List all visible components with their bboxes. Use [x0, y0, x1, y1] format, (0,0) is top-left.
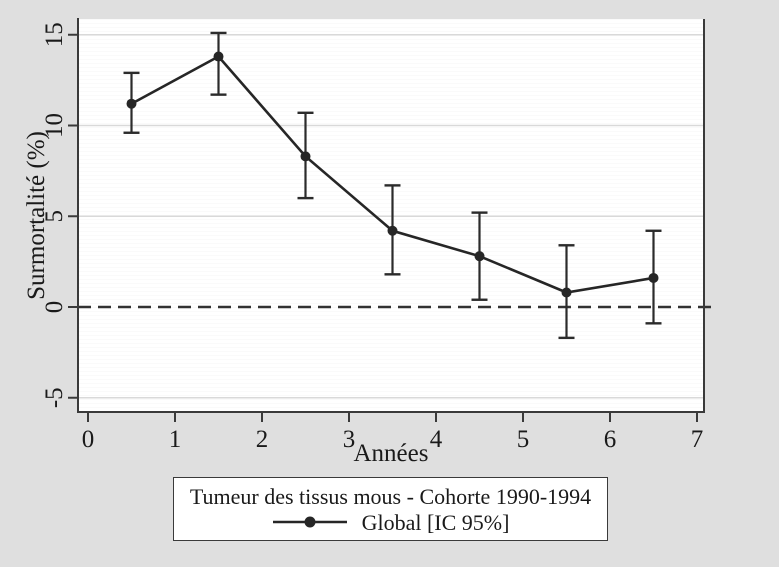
- legend-entry: Global [IC 95%]: [272, 509, 510, 535]
- axis-ticks-layer: [68, 33, 698, 422]
- axis-tick-labels-layer: -5 0 5 10 15 0 1 2 3 4 5 6 7: [41, 22, 703, 453]
- x-axis-tick-label: 2: [256, 426, 269, 453]
- gridlines-layer: [78, 34, 704, 399]
- y-axis-tick-label: -5: [41, 387, 68, 408]
- data-series-layer: [126, 51, 659, 298]
- y-axis-title: Surmortalité (%): [23, 131, 50, 300]
- x-axis-tick-label: 6: [604, 426, 617, 453]
- x-axis-tick-label: 4: [430, 426, 443, 453]
- x-axis-tick-label: 3: [343, 426, 356, 453]
- data-point-marker: [561, 287, 572, 298]
- y-axis-tick-label: 0: [41, 301, 68, 314]
- legend-box: Tumeur des tissus mous - Cohorte 1990-19…: [173, 477, 608, 541]
- data-point-marker: [474, 251, 485, 262]
- y-axis-tick-label: 15: [41, 22, 68, 47]
- y-axis-tick-label: 10: [41, 113, 68, 138]
- error-bars-layer: [123, 31, 662, 340]
- x-axis-tick-label: 7: [691, 426, 704, 453]
- data-point-marker: [387, 225, 398, 236]
- error-bar: [210, 31, 227, 96]
- x-axis-tick-label: 1: [169, 426, 182, 453]
- data-point-marker: [300, 151, 311, 162]
- x-axis-tick-label: 0: [82, 426, 95, 453]
- legend-entry-label: Global [IC 95%]: [361, 509, 510, 535]
- data-point-marker: [126, 98, 137, 109]
- x-axis-title: Années: [354, 440, 429, 467]
- data-point-marker: [213, 51, 224, 62]
- x-axis-tick-label: 5: [517, 426, 530, 453]
- data-point-marker: [648, 272, 659, 283]
- line-marker-symbol-icon: [272, 516, 347, 528]
- y-axis-tick-label: 5: [41, 210, 68, 223]
- legend-title: Tumeur des tissus mous - Cohorte 1990-19…: [189, 483, 592, 509]
